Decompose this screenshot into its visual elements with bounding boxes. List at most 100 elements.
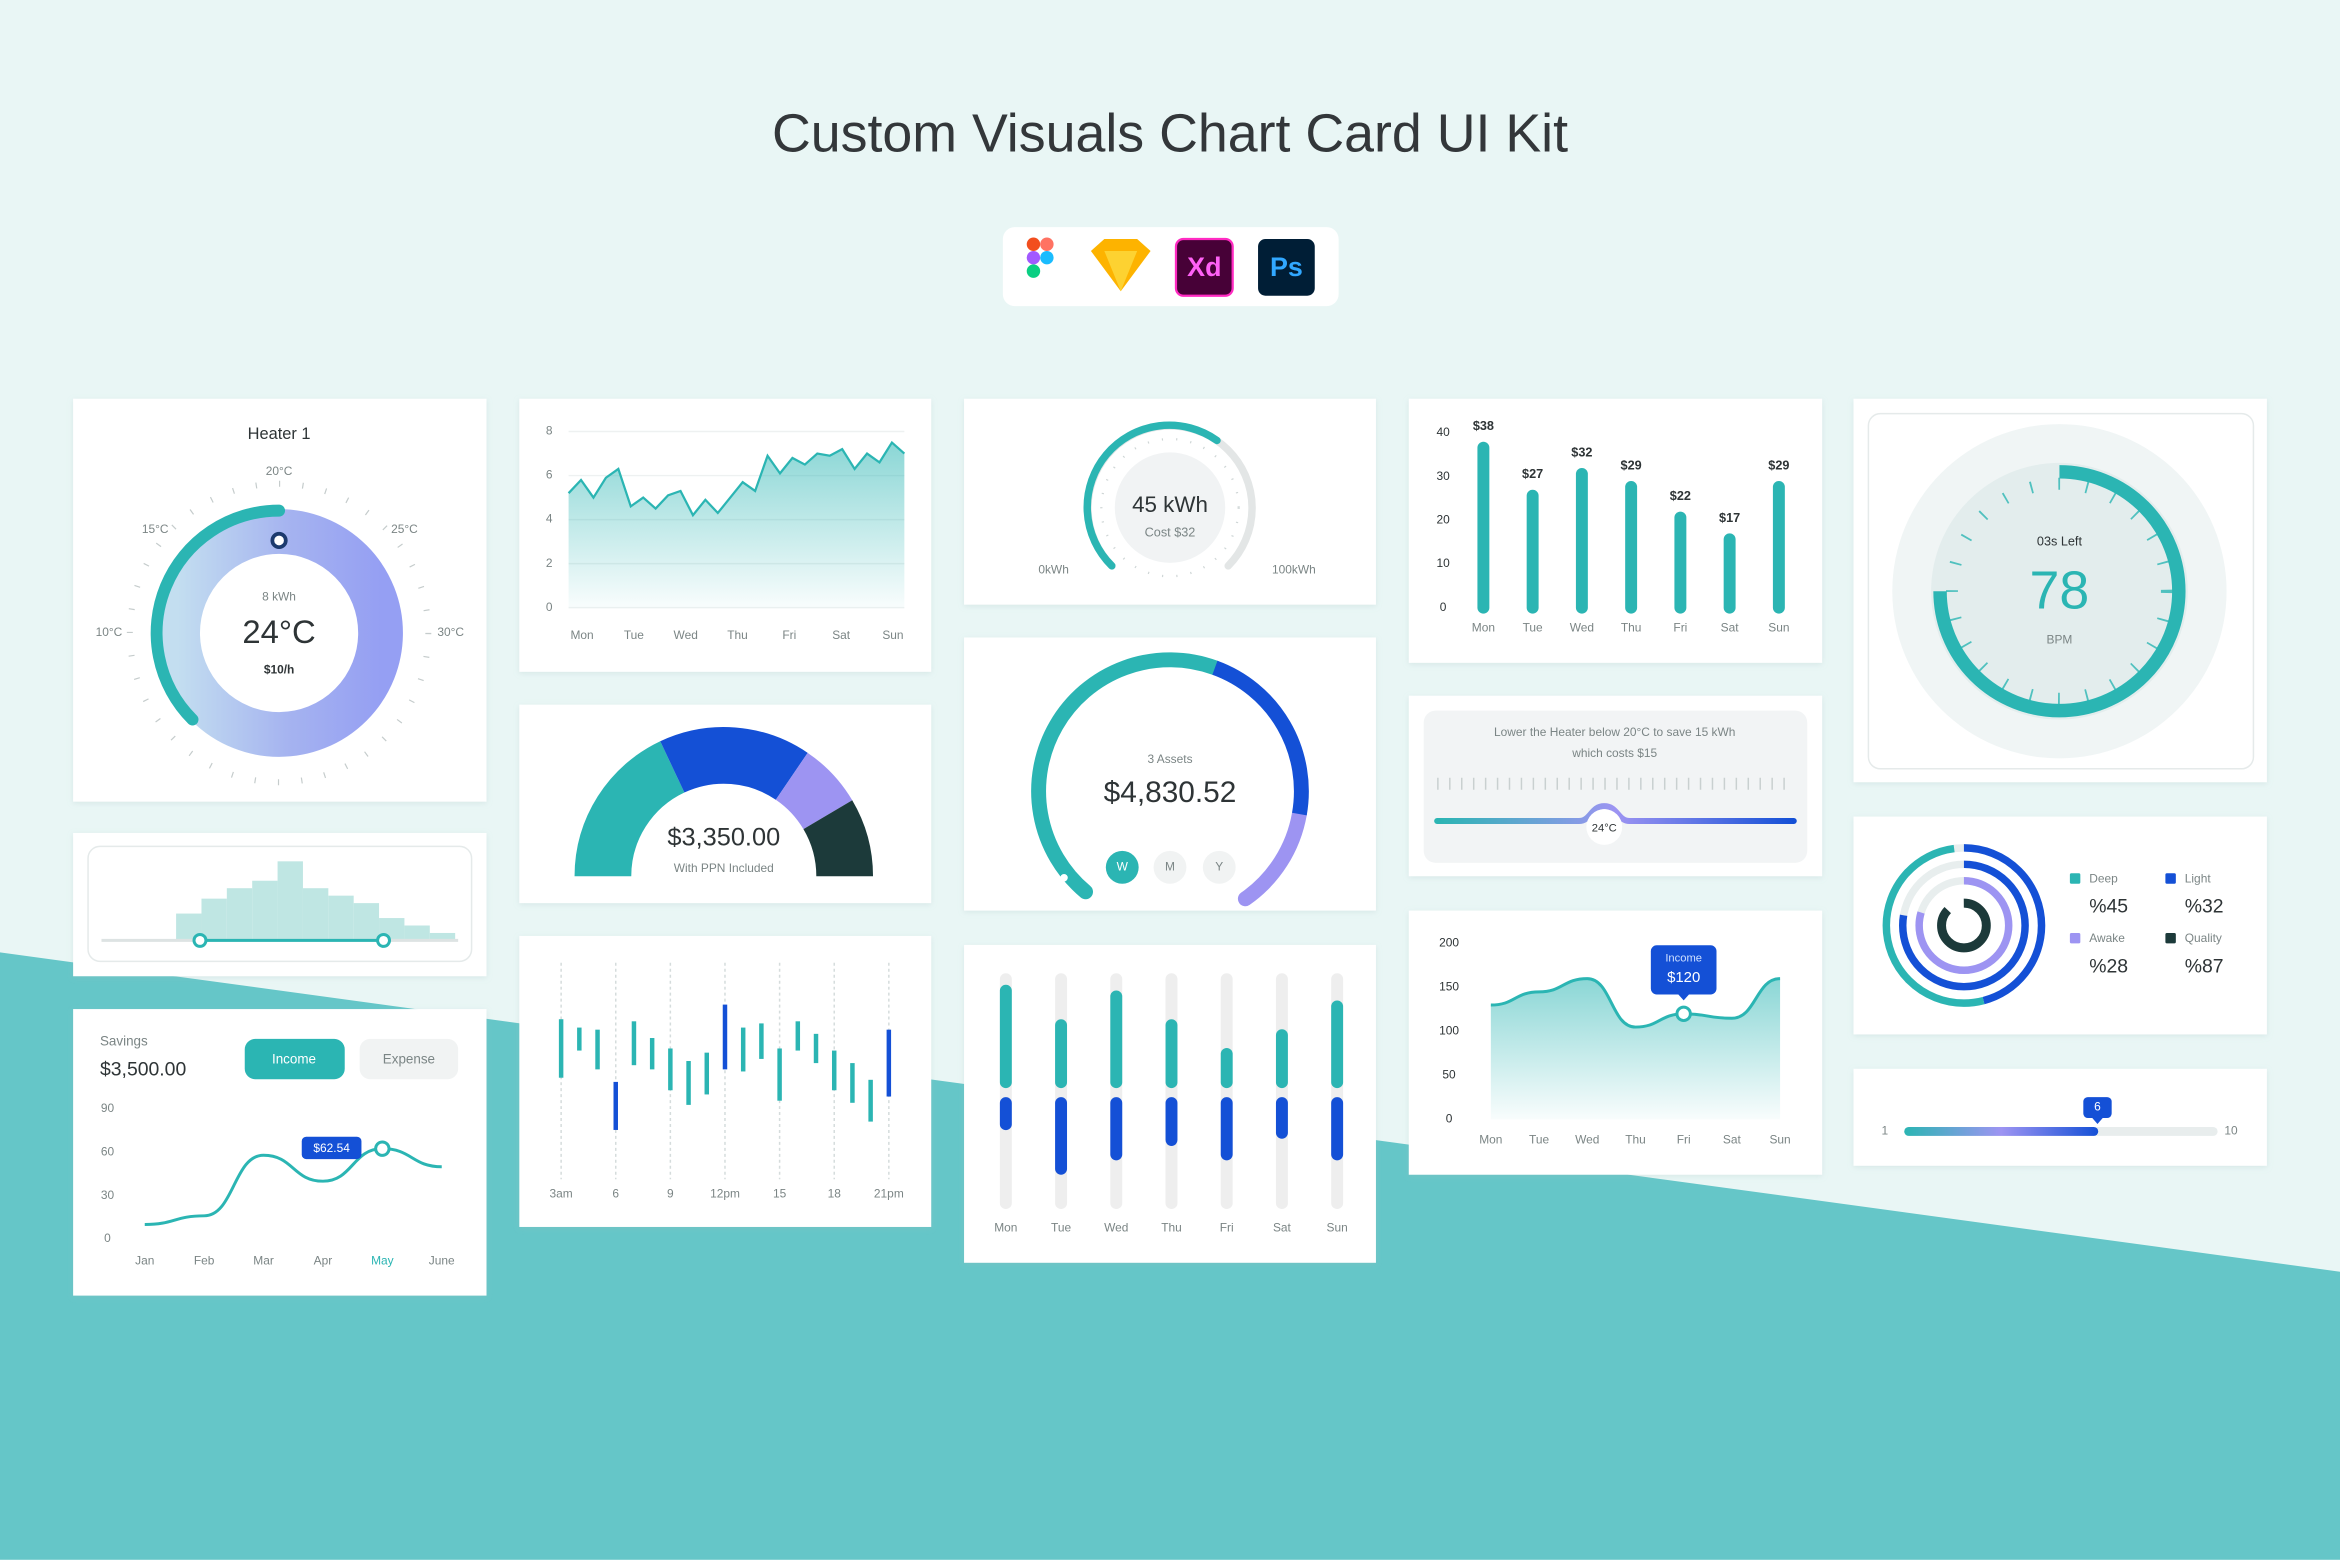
- y-tick-label: 40: [1436, 425, 1450, 439]
- x-tick-label: Fri: [782, 628, 796, 642]
- bar: [1575, 467, 1588, 614]
- period-button[interactable]: [1105, 850, 1139, 884]
- range-bar: [631, 1021, 637, 1066]
- bar-track: [1220, 973, 1233, 1210]
- x-tick-label: Thu: [1621, 621, 1642, 635]
- scale-label: 30°C: [437, 625, 464, 639]
- range-bar: [850, 1063, 855, 1103]
- x-tick-label: Wed: [1570, 621, 1594, 635]
- range-bar: [759, 1023, 764, 1059]
- histogram: [176, 861, 456, 941]
- tooltip-value: $120: [1667, 969, 1700, 986]
- heater-ticks: [126, 480, 432, 786]
- tooltip-label: $62.54: [313, 1141, 350, 1155]
- range-bar: [649, 1038, 655, 1070]
- ring: [1937, 898, 1991, 953]
- slider-value: 6: [2094, 1100, 2101, 1114]
- slider-track: [1434, 803, 1797, 825]
- figma-icon: [1026, 237, 1041, 251]
- card: [1853, 1068, 2267, 1166]
- x-tick-label: June: [429, 1253, 455, 1267]
- bar: [1165, 1097, 1178, 1146]
- slider-badge: [2083, 1097, 2112, 1119]
- x-tick-label: Sat: [832, 628, 851, 642]
- heater-arc: [150, 504, 286, 726]
- donut-segment: [574, 741, 686, 878]
- slider-min: 1: [1882, 1124, 1889, 1138]
- gauge-ticks: [1100, 437, 1240, 578]
- tooltip-label: Income: [1665, 953, 1702, 965]
- gauge-max: 100kWh: [1272, 562, 1316, 576]
- bpm-inner: [1931, 462, 2188, 720]
- bar: [1275, 1097, 1288, 1139]
- period-button[interactable]: [1202, 850, 1236, 884]
- histogram-bar: [328, 895, 354, 941]
- histogram-bar: [226, 888, 253, 941]
- gauge-dot: [1224, 682, 1232, 691]
- value-label: $27: [1522, 467, 1543, 481]
- y-tick-label: 20: [1436, 512, 1450, 526]
- donut-segment: [774, 752, 853, 831]
- bpm-arc: [1933, 465, 2186, 718]
- slider-badge-pointer: [2092, 1118, 2103, 1124]
- histogram-bar: [252, 880, 278, 941]
- x-tick-label: Apr: [314, 1253, 333, 1267]
- tab-button[interactable]: [359, 1038, 459, 1080]
- x-tick-label: Fri: [1677, 1133, 1691, 1147]
- value-label: $32: [1571, 445, 1592, 459]
- period-label[interactable]: W: [1117, 859, 1129, 873]
- x-tick-label: Mon: [1472, 621, 1495, 635]
- range-bar: [704, 1052, 710, 1095]
- x-tick-label: Thu: [727, 628, 748, 642]
- card-label: Savings: [100, 1033, 148, 1048]
- point: [374, 1140, 391, 1157]
- ring: [1882, 844, 2046, 1007]
- sketch-icon: [1104, 250, 1138, 292]
- bar: [1331, 1097, 1344, 1161]
- tab-label[interactable]: Expense: [383, 1051, 435, 1066]
- bpm-caption: 03s Left: [2037, 534, 2083, 548]
- range-bar: [595, 1029, 600, 1070]
- y-tick-label: 100: [1439, 1024, 1459, 1038]
- tooltip: [301, 1136, 362, 1160]
- x-tick-label: Mon: [1479, 1133, 1502, 1147]
- x-tick-label: Thu: [1161, 1221, 1182, 1235]
- x-tick-label: Wed: [1104, 1221, 1128, 1235]
- heater-ring: [155, 509, 403, 757]
- sleep-rings: [1882, 844, 2046, 1007]
- x-tick-label: Fri: [1673, 621, 1687, 635]
- period-label[interactable]: M: [1165, 859, 1175, 873]
- legend-value: %87: [2185, 955, 2224, 977]
- gauge-dot: [1060, 874, 1068, 882]
- legend-swatch: [2069, 873, 2081, 884]
- y-tick-label: 60: [101, 1144, 115, 1158]
- value-label: $17: [1719, 511, 1740, 525]
- period-label[interactable]: Y: [1215, 859, 1223, 873]
- period-button[interactable]: [1153, 850, 1187, 884]
- y-tick-label: 6: [546, 468, 553, 482]
- value-label: $38: [1473, 419, 1494, 433]
- bar: [1526, 489, 1539, 614]
- scale-label: 15°C: [142, 522, 169, 536]
- donut-segment: [802, 800, 874, 878]
- bar: [1055, 1097, 1068, 1175]
- histogram-bar: [302, 888, 329, 941]
- point: [1675, 1005, 1692, 1023]
- y-tick-label: 150: [1439, 980, 1459, 994]
- bar: [999, 1097, 1012, 1131]
- range-bar: [577, 1027, 582, 1051]
- heater-center: [201, 555, 357, 711]
- figma-icon: [1026, 264, 1041, 278]
- gauge-center: [1114, 452, 1226, 563]
- tab-label[interactable]: Income: [272, 1051, 316, 1066]
- y-tick-label: 0: [1446, 1112, 1453, 1126]
- range-bar: [686, 1061, 691, 1105]
- tab-button[interactable]: [244, 1038, 345, 1080]
- legend-label: Awake: [2089, 931, 2125, 945]
- ring: [1899, 860, 2029, 991]
- range-bar: [777, 1048, 782, 1101]
- amount: $3,350.00: [667, 824, 780, 852]
- tools-box: [1002, 227, 1339, 307]
- x-tick-label: Feb: [194, 1253, 215, 1267]
- donut-segment: [660, 727, 808, 801]
